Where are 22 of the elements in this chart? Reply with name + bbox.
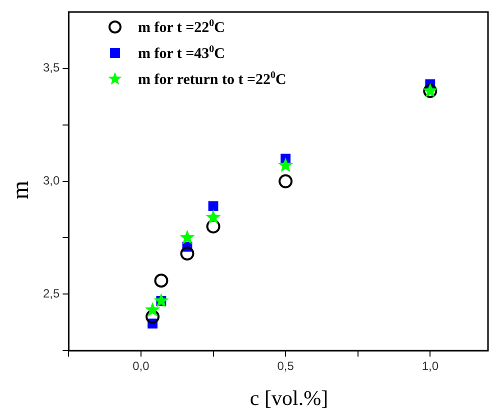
point <box>278 174 293 188</box>
point <box>208 201 218 212</box>
point <box>154 292 169 308</box>
point <box>180 246 194 261</box>
point <box>278 158 294 172</box>
point <box>206 219 220 234</box>
y-tick-label: 3,0 <box>42 174 60 188</box>
y-tick-label: 3,5 <box>42 60 60 75</box>
x-axis-title: c [vol.%] <box>248 386 330 411</box>
legend-label: m for t =22$^{0}$C <box>138 18 226 36</box>
point <box>206 209 221 224</box>
point <box>154 274 168 288</box>
x-tick-label: 0,0 <box>132 359 150 374</box>
point <box>144 302 160 316</box>
y-tick-label: 2,5 <box>42 286 60 300</box>
x-tick-label: 0,5 <box>277 359 294 374</box>
legend-label: m for return to t =22$^{0}$C <box>138 70 286 88</box>
point <box>180 230 195 244</box>
point <box>146 310 160 324</box>
x-tick-label: 1,0 <box>422 359 439 374</box>
legend-label: m for t =43$^{0}$C <box>138 44 226 62</box>
y-axis-title: m <box>7 180 35 202</box>
